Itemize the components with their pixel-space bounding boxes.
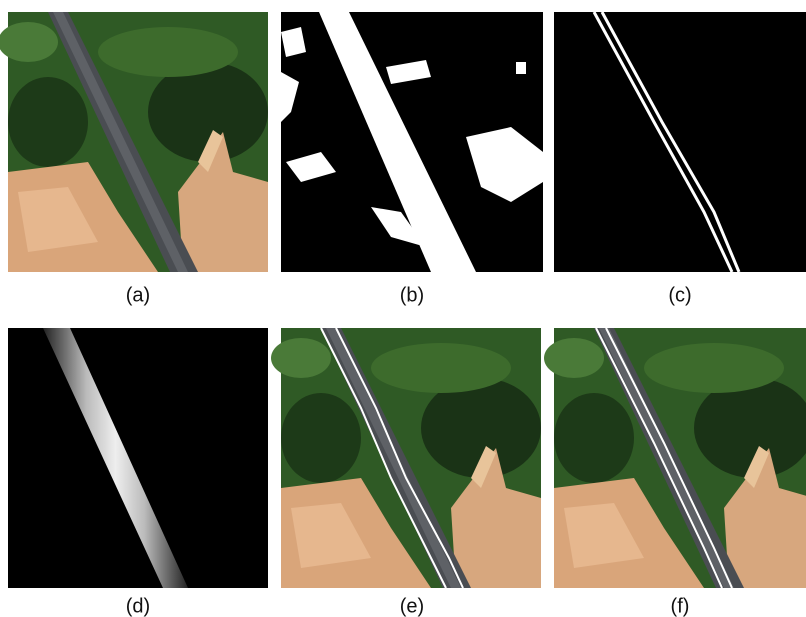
page: {"panels": [{"caption": "(a)"}, {"captio… [0,0,806,617]
panel-c [554,12,806,272]
panel-a [0,12,268,272]
caption: (a) [126,284,150,306]
figure: (a) (b) (c) (d) (e) (f) [0,0,806,617]
caption: (d) [126,595,150,617]
satellite-image [0,12,268,272]
satellite-image [544,328,806,588]
caption: (f) [671,595,690,617]
binary-background [554,12,806,272]
caption: (c) [668,284,691,306]
satellite-image [271,328,541,588]
panel-d [8,328,268,588]
panel-e [271,328,541,588]
caption: (e) [400,595,424,617]
panel-b [281,12,543,272]
blob [516,62,526,74]
panel-f [544,328,806,588]
caption: (b) [400,284,424,306]
distance-background [8,328,268,588]
